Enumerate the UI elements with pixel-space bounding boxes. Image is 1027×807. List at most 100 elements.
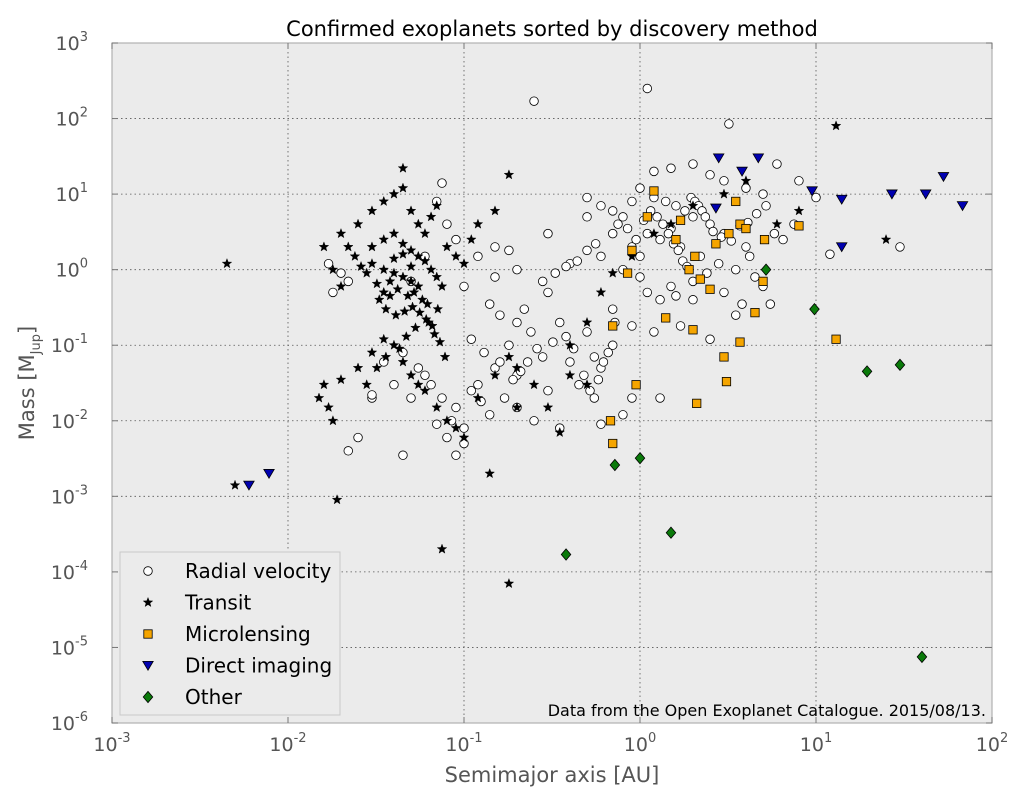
y-tick-label: 10-5 <box>51 634 88 659</box>
data-point <box>459 281 469 292</box>
data-point <box>695 274 705 284</box>
data-point <box>371 278 383 289</box>
data-point <box>413 280 424 291</box>
data-point <box>335 228 347 239</box>
data-point <box>499 393 510 403</box>
data-point <box>335 374 347 385</box>
data-point <box>675 321 686 331</box>
data-point <box>711 239 721 249</box>
data-point <box>537 352 548 362</box>
data-point <box>758 189 768 199</box>
data-point <box>649 327 659 337</box>
data-point <box>700 212 711 222</box>
data-point <box>740 175 752 186</box>
data-point <box>609 458 621 472</box>
data-point <box>485 410 495 420</box>
chart-title: Confirmed exoplanets sorted by discovery… <box>286 17 818 41</box>
data-point <box>450 422 462 433</box>
data-point <box>489 205 501 216</box>
data-point <box>719 176 729 186</box>
data-point <box>425 264 437 275</box>
data-point <box>400 331 412 342</box>
data-point <box>579 370 589 380</box>
y-axis-label-close: ] <box>15 326 39 334</box>
data-point <box>419 385 431 396</box>
data-point <box>608 340 618 350</box>
data-point <box>555 317 565 328</box>
x-tick-label: 10-1 <box>445 731 482 756</box>
data-point <box>378 286 390 297</box>
data-point <box>342 241 354 252</box>
data-point <box>485 299 495 309</box>
data-point <box>550 268 560 278</box>
data-point <box>542 401 554 412</box>
y-axis-label-subscript: Jup <box>29 334 44 355</box>
data-point <box>380 351 392 362</box>
data-point <box>635 272 645 282</box>
data-point <box>529 96 539 106</box>
data-point <box>367 390 377 400</box>
data-point <box>666 281 676 292</box>
data-point <box>378 195 390 206</box>
y-tick-label: 103 <box>56 30 88 55</box>
data-point <box>380 303 392 314</box>
data-point <box>675 215 686 225</box>
data-point <box>465 234 477 245</box>
data-point <box>543 386 553 396</box>
data-point <box>665 526 677 539</box>
data-point <box>472 392 484 403</box>
data-point <box>835 194 848 205</box>
data-point <box>399 305 410 316</box>
data-point <box>831 334 841 344</box>
data-point <box>713 258 724 269</box>
data-point <box>410 322 421 333</box>
data-point <box>618 410 628 420</box>
data-point <box>543 228 553 239</box>
data-point <box>437 393 447 403</box>
data-point <box>327 264 339 275</box>
data-point <box>589 352 600 362</box>
data-point <box>741 223 751 234</box>
data-point <box>405 260 417 272</box>
data-point <box>388 253 400 264</box>
data-point <box>442 219 452 229</box>
data-point <box>665 218 677 229</box>
data-point <box>649 186 659 196</box>
data-point <box>724 119 734 129</box>
data-point <box>512 317 522 328</box>
data-point <box>405 205 417 216</box>
data-point <box>466 334 476 344</box>
data-point <box>861 365 873 378</box>
data-point <box>361 379 373 390</box>
data-point <box>680 206 690 216</box>
data-point <box>355 260 367 272</box>
data-point <box>712 153 725 164</box>
data-point <box>750 272 760 282</box>
data-point <box>642 212 652 222</box>
data-point <box>537 276 548 287</box>
data-point <box>705 334 715 344</box>
data-point <box>772 159 782 169</box>
data-point <box>451 234 461 245</box>
data-point <box>503 578 515 589</box>
data-point <box>572 256 582 266</box>
data-point <box>752 153 765 164</box>
data-point <box>598 357 609 367</box>
data-point <box>627 321 637 331</box>
data-point <box>684 265 694 275</box>
data-point <box>323 401 334 412</box>
data-point <box>511 362 523 373</box>
data-point <box>564 339 576 350</box>
data-point <box>750 308 760 318</box>
data-point <box>627 393 637 403</box>
legend-marker <box>142 690 154 704</box>
data-point <box>758 276 768 286</box>
data-point <box>956 201 969 212</box>
data-point <box>422 298 433 309</box>
data-source-annotation: Data from the Open Exoplanet Catalogue. … <box>548 701 986 720</box>
data-point <box>373 294 385 305</box>
data-point <box>671 235 681 245</box>
series-other <box>560 263 928 664</box>
data-point <box>243 480 255 491</box>
x-tick-label: 100 <box>624 731 656 756</box>
